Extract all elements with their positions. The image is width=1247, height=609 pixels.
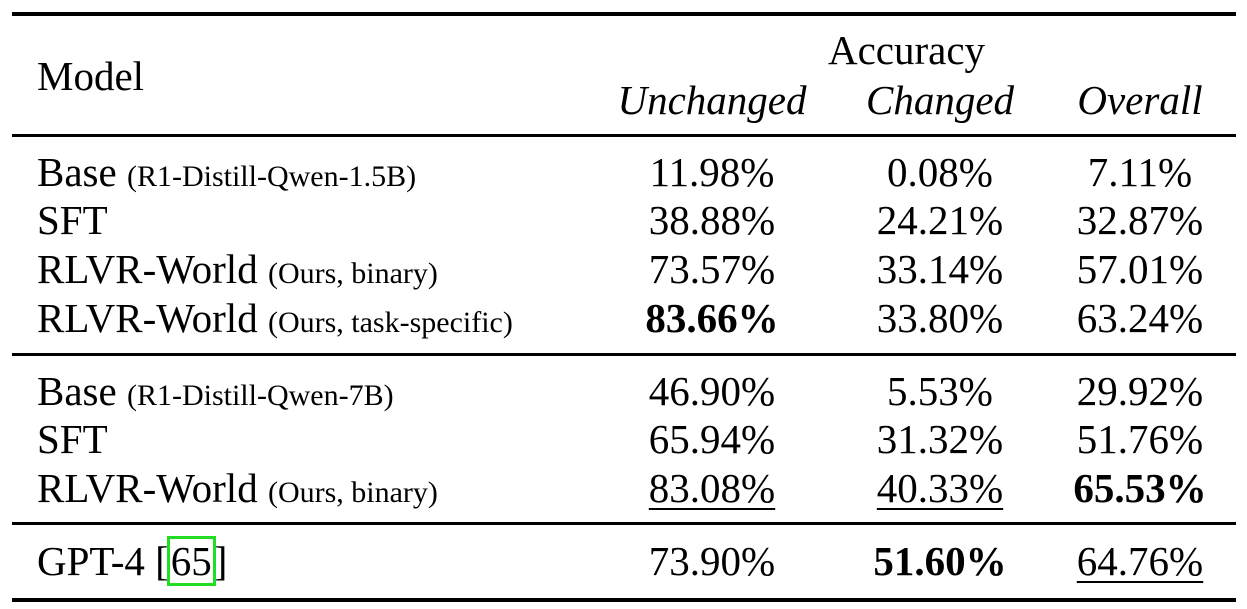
cell-unchanged: 83.66% (645, 295, 779, 341)
header-overall: Overall (1077, 77, 1203, 123)
header-unchanged: Unchanged (617, 77, 807, 123)
top-rule (12, 12, 1236, 16)
cell-unchanged: 11.98% (649, 149, 775, 195)
cell-overall: 51.76% (1076, 416, 1204, 462)
cell-unchanged: 65.94% (648, 416, 776, 462)
row-model: RLVR-World (Ours, task-specific) (37, 295, 513, 341)
cell-changed: 40.33% (876, 465, 1004, 511)
cell-overall: 32.87% (1076, 197, 1204, 243)
group-rule-1 (12, 353, 1236, 356)
cell-overall: 64.76% (1076, 538, 1204, 584)
row-model: SFT (37, 197, 108, 243)
cell-overall: 29.92% (1076, 368, 1204, 414)
row-model: SFT (37, 416, 108, 462)
header-changed: Changed (865, 77, 1015, 123)
cell-changed: 5.53% (887, 368, 993, 414)
cell-overall: 57.01% (1076, 246, 1204, 292)
cell-overall: 63.24% (1076, 295, 1204, 341)
citation-link[interactable]: 65 (166, 536, 216, 586)
cell-unchanged: 46.90% (648, 368, 776, 414)
cell-changed: 33.14% (876, 246, 1004, 292)
cell-changed: 31.32% (876, 416, 1004, 462)
cell-unchanged: 83.08% (648, 465, 776, 511)
header-accuracy: Accuracy (828, 27, 986, 73)
row-model: Base (R1-Distill-Qwen-7B) (37, 368, 394, 414)
group-rule-2 (12, 522, 1236, 525)
row-model: RLVR-World (Ours, binary) (37, 465, 438, 511)
bottom-rule (12, 598, 1236, 602)
header-rule (12, 134, 1236, 137)
cell-changed: 51.60% (873, 538, 1007, 584)
row-model: GPT-4 [65] (37, 536, 228, 586)
row-model: Base (R1-Distill-Qwen-1.5B) (37, 149, 417, 195)
cell-unchanged: 38.88% (648, 197, 776, 243)
header-model: Model (37, 53, 145, 99)
cell-unchanged: 73.90% (648, 538, 776, 584)
cell-changed: 0.08% (887, 149, 993, 195)
cell-unchanged: 73.57% (648, 246, 776, 292)
cell-overall: 7.11% (1087, 149, 1193, 195)
cell-changed: 33.80% (876, 295, 1004, 341)
cell-changed: 24.21% (876, 197, 1004, 243)
cell-overall: 65.53% (1073, 465, 1207, 511)
row-model: RLVR-World (Ours, binary) (37, 246, 438, 292)
